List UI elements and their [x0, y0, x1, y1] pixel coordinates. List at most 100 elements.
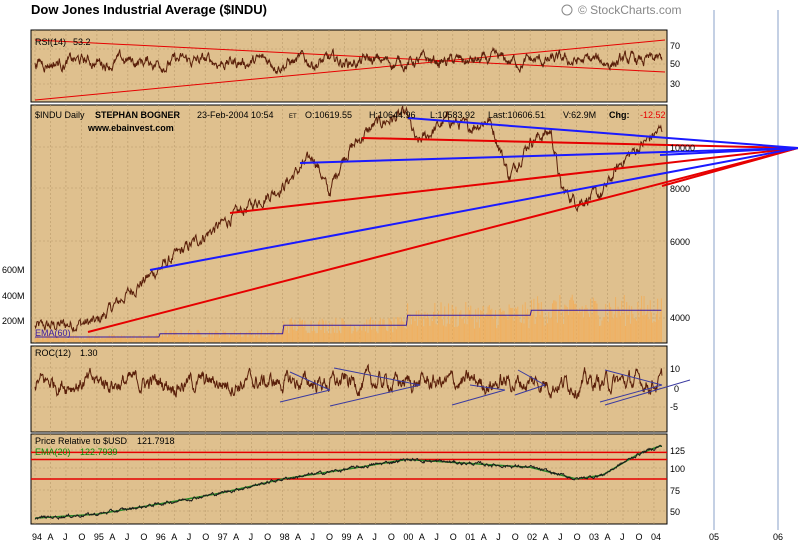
relative-series: [31, 444, 667, 520]
x-axis-label: O: [140, 532, 147, 542]
x-axis-label: J: [311, 532, 316, 542]
x-axis-label: A: [605, 532, 611, 542]
x-axis-label: A: [357, 532, 363, 542]
x-axis-label: A: [419, 532, 425, 542]
red-trendline-0: [87, 147, 798, 333]
price-tick-4000: 4000: [670, 313, 690, 323]
x-axis-label: O: [635, 532, 642, 542]
roc-tick-minus5: -5: [670, 402, 678, 412]
x-axis-label: 99: [341, 532, 351, 542]
roc-triangle-lower-0: [279, 389, 331, 403]
ema20-value: 122.7939: [80, 447, 118, 457]
roc-triangle-lower-1: [329, 384, 421, 407]
relative-tick-75: 75: [670, 486, 680, 496]
x-label-06: 06: [773, 532, 783, 542]
price-tick-8000: 8000: [670, 184, 690, 194]
x-axis-label: J: [620, 532, 625, 542]
x-label-05: 05: [709, 532, 719, 542]
rsi-label: RSI(14): [35, 37, 66, 47]
rsi-trendline-upper: [34, 39, 666, 73]
x-axis-label: 03: [589, 532, 599, 542]
future-grid: [713, 10, 779, 530]
x-axis-label: J: [496, 532, 501, 542]
roc-line: [34, 363, 663, 400]
x-axis-label: J: [125, 532, 130, 542]
x-axis-label: J: [63, 532, 67, 542]
volume-tick-200m: 200M: [2, 316, 25, 326]
x-axis-label: 98: [280, 532, 290, 542]
timezone-label: ET: [289, 114, 297, 120]
x-axis-labels: 94 A J O 95 A J O 96 A J O 97 A J O 98 A J O 99 A J O 00 A J O 01 A J O…: [32, 532, 661, 542]
chart-title: Dow Jones Industrial Average ($INDU): [31, 2, 267, 17]
ema60-line: [35, 309, 662, 338]
date-label: 23-Feb-2004 10:54: [197, 110, 274, 120]
website-label: www.ebainvest.com: [87, 123, 174, 133]
red-trendline-1: [229, 147, 798, 214]
price-series: [34, 105, 663, 333]
x-axis-label: O: [388, 532, 395, 542]
x-axis-label: 96: [156, 532, 166, 542]
change-label: Chg:: [609, 110, 630, 120]
roc-triangle-lower-3: [514, 384, 546, 396]
roc-tick-0: 0: [674, 384, 679, 394]
relative-tick-125: 125: [670, 446, 685, 456]
trendlines: [87, 117, 798, 333]
volume-value: V:62.9M: [563, 110, 596, 120]
rsi-trendline-lower: [34, 39, 666, 101]
x-axis-label: O: [326, 532, 333, 542]
high-value: H:10644.96: [369, 110, 416, 120]
last-value: Last:10606.51: [488, 110, 545, 120]
x-axis-label: A: [47, 532, 53, 542]
source-label: © StockCharts.com: [578, 3, 682, 17]
blue-trendline-0: [149, 147, 798, 271]
x-axis-label: O: [202, 532, 209, 542]
x-axis-label: A: [109, 532, 115, 542]
ema60-label: EMA(60): [35, 328, 71, 338]
x-axis-label: J: [249, 532, 254, 542]
roc-value: 1.30: [80, 348, 98, 358]
roc-triangle-upper-1: [333, 367, 421, 386]
x-axis-label: 01: [465, 532, 475, 542]
x-axis-label: 95: [94, 532, 104, 542]
symbol-label: $INDU Daily: [35, 110, 85, 120]
x-axis-label: A: [481, 532, 487, 542]
roc-triangle-lower-4: [599, 384, 663, 403]
roc-triangle-upper-4: [604, 369, 663, 386]
red-trendline-2: [361, 137, 798, 149]
roc-label: ROC(12): [35, 348, 71, 358]
x-axis-label: 02: [527, 532, 537, 542]
x-axis-label: O: [512, 532, 519, 542]
author-label: STEPHAN BOGNER: [95, 110, 181, 120]
x-axis-label: O: [264, 532, 271, 542]
rsi-value: 53.2: [73, 37, 91, 47]
x-axis-label: A: [233, 532, 239, 542]
x-axis-label: O: [78, 532, 85, 542]
x-axis-label: A: [295, 532, 301, 542]
x-axis-label: J: [372, 532, 377, 542]
roc-triangle-upper-0: [289, 371, 331, 391]
roc-series: [34, 363, 691, 407]
x-axis-label: J: [187, 532, 192, 542]
x-axis-label: 04: [651, 532, 661, 542]
volume-tick-400m: 400M: [2, 291, 25, 301]
rsi-line: [34, 46, 663, 75]
roc-panel: [30, 345, 668, 433]
price-tick-6000: 6000: [670, 237, 690, 247]
relative-value: 121.7918: [137, 436, 175, 446]
roc-triangle-lower-2: [451, 389, 506, 406]
rsi-series: [34, 39, 666, 101]
blue-trendline-1: [299, 147, 798, 164]
change-value: -12.52: [640, 110, 666, 120]
rsi-tick-50: 50: [670, 59, 680, 69]
roc-triangle-upper-3: [517, 369, 546, 386]
price-tick-10000: 10000: [670, 143, 695, 153]
open-value: O:10619.55: [305, 110, 352, 120]
roc-extension-line: [604, 379, 691, 406]
x-axis-label: J: [434, 532, 439, 542]
x-axis-label: 97: [218, 532, 228, 542]
x-axis-label: 94: [32, 532, 42, 542]
volume-series: [34, 294, 662, 342]
relative-tick-100: 100: [670, 464, 685, 474]
price-line: [34, 105, 663, 333]
